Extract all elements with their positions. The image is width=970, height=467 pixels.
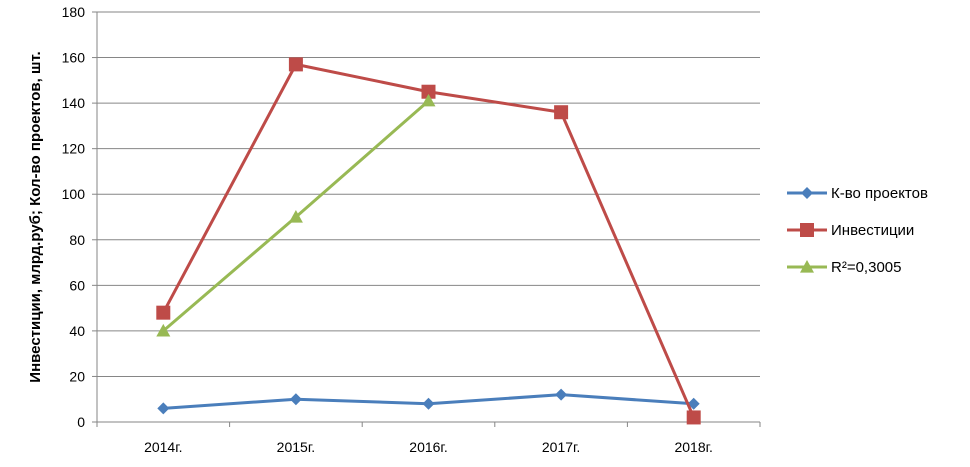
y-tick-label: 60 [69,277,85,293]
x-tick-label: 2017г. [542,439,580,455]
series-line [161,62,696,419]
y-tick-labels: 0 20 40 60 80 100 120 140 160 180 [62,4,97,430]
gridlines [97,11,760,377]
data-point [157,402,170,415]
y-tick-label: 120 [62,141,86,157]
legend-label: Инвестиции [831,222,914,239]
data-point [421,84,436,99]
y-axis-label: Инвестиции, млрд.руб; Кол-во проектов, ш… [27,51,44,382]
legend-label: К-во проектов [831,185,928,202]
data-point [288,210,303,223]
y-tick-label: 140 [62,95,86,111]
series-layer [156,57,701,425]
y-tick-label: 40 [69,323,85,339]
y-tick-label: 180 [62,4,86,20]
y-tick-label: 160 [62,50,86,66]
data-point [555,388,568,401]
y-tick-label: 20 [69,368,85,384]
data-point [554,105,569,120]
legend-item: Инвестиции [787,222,914,239]
legend-item: К-во проектов [787,185,928,202]
legend: К-во проектов Инвестиции R²=0,3005 [787,185,928,276]
y-tick-label: 80 [69,232,85,248]
legend-marker [801,187,813,199]
x-tick-labels: 2014г. 2015г. 2016г. 2017г. 2018г. [96,422,761,455]
series-2 [156,57,701,425]
data-point [288,57,303,72]
data-point [156,323,171,337]
data-point [686,410,701,425]
data-point [156,305,171,320]
x-tick-label: 2015г. [277,439,315,455]
x-tick-label: 2014г. [144,439,182,455]
series-3 [156,93,436,337]
legend-marker [800,260,814,273]
y-tick-label: 0 [77,414,85,430]
legend-item: R²=0,3005 [787,259,901,276]
x-tick-label: 2016г. [409,439,447,455]
x-tick-label: 2018г. [674,439,712,455]
data-point [422,397,435,410]
data-point [289,393,302,406]
y-tick-label: 100 [62,186,86,202]
series-1 [157,388,700,415]
legend-label: R²=0,3005 [831,259,901,276]
legend-marker [800,223,814,237]
axes [96,12,760,423]
data-point [421,93,436,107]
